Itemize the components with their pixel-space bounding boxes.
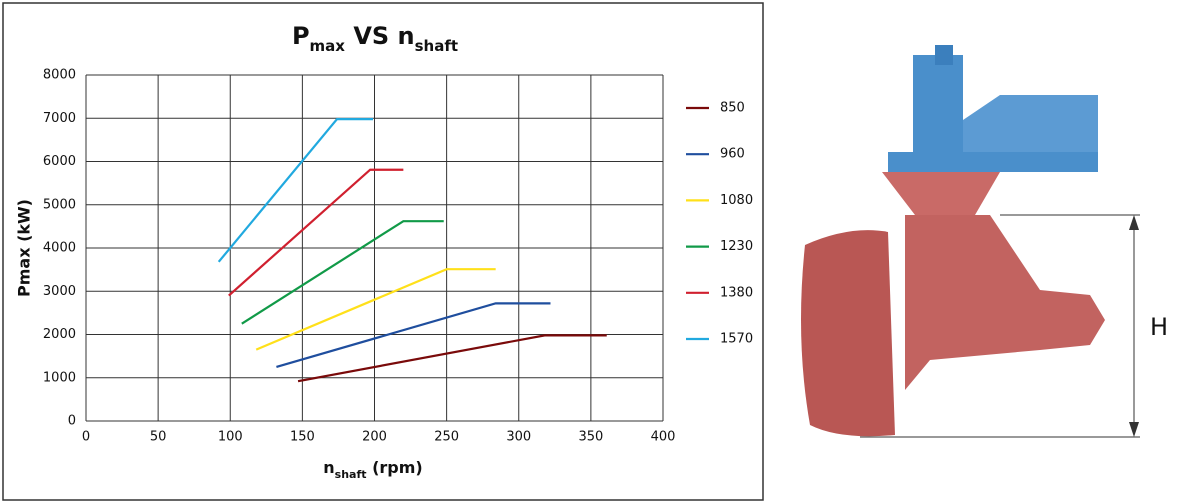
x-tick-label: 300 xyxy=(506,430,531,445)
subscript: max xyxy=(310,37,346,55)
neck xyxy=(882,172,1000,215)
chart-frame xyxy=(2,2,764,501)
x-tick-label: 0 xyxy=(82,430,90,445)
nozzle xyxy=(801,230,895,437)
x-axis-label: nshaft (rpm) xyxy=(323,458,422,481)
pod-body xyxy=(905,215,1105,390)
dimension-label: H xyxy=(1150,313,1168,341)
text-part: (rpm) xyxy=(367,458,423,477)
series-line xyxy=(228,168,404,297)
legend-label: 850 xyxy=(720,101,745,116)
y-tick-label: 3000 xyxy=(43,284,76,299)
y-tick-label: 8000 xyxy=(43,68,76,83)
chart-title: Pmax VS nshaft xyxy=(292,22,458,55)
y-tick-label: 2000 xyxy=(43,327,76,342)
text-part: n xyxy=(323,458,334,477)
y-tick-label: 1000 xyxy=(43,370,76,385)
legend-label: 1230 xyxy=(720,239,753,254)
y-tick-label: 0 xyxy=(68,414,76,429)
text-part: P xyxy=(292,22,310,50)
y-tick-label: 6000 xyxy=(43,154,76,169)
arrow-head xyxy=(1129,422,1139,437)
x-tick-label: 200 xyxy=(362,430,387,445)
motor-top xyxy=(935,45,953,65)
thruster-image: H xyxy=(801,45,1168,438)
y-tick-label: 7000 xyxy=(43,111,76,126)
gearbox xyxy=(963,95,1098,155)
motor xyxy=(913,55,963,155)
x-tick-label: 50 xyxy=(150,430,167,445)
subscript: shaft xyxy=(335,468,367,481)
y-tick-label: 5000 xyxy=(43,197,76,212)
x-tick-label: 350 xyxy=(578,430,603,445)
series-line xyxy=(276,302,551,368)
x-tick-label: 250 xyxy=(434,430,459,445)
x-tick-label: 400 xyxy=(651,430,676,445)
base-plate xyxy=(888,152,1098,172)
x-tick-label: 150 xyxy=(290,430,315,445)
legend-label: 1380 xyxy=(720,285,753,300)
legend-label: 960 xyxy=(720,147,745,162)
y-tick-label: 4000 xyxy=(43,241,76,256)
text-part: VS n xyxy=(345,22,415,50)
series-line xyxy=(297,334,607,383)
arrow-head xyxy=(1129,215,1139,230)
series-line xyxy=(217,118,374,263)
legend-label: 1570 xyxy=(720,332,753,347)
y-axis-label: Pmax (kW) xyxy=(15,199,34,297)
series-line xyxy=(255,268,496,351)
series-line xyxy=(241,220,444,325)
x-tick-label: 100 xyxy=(218,430,243,445)
subscript: shaft xyxy=(415,37,458,55)
legend-label: 1080 xyxy=(720,193,753,208)
